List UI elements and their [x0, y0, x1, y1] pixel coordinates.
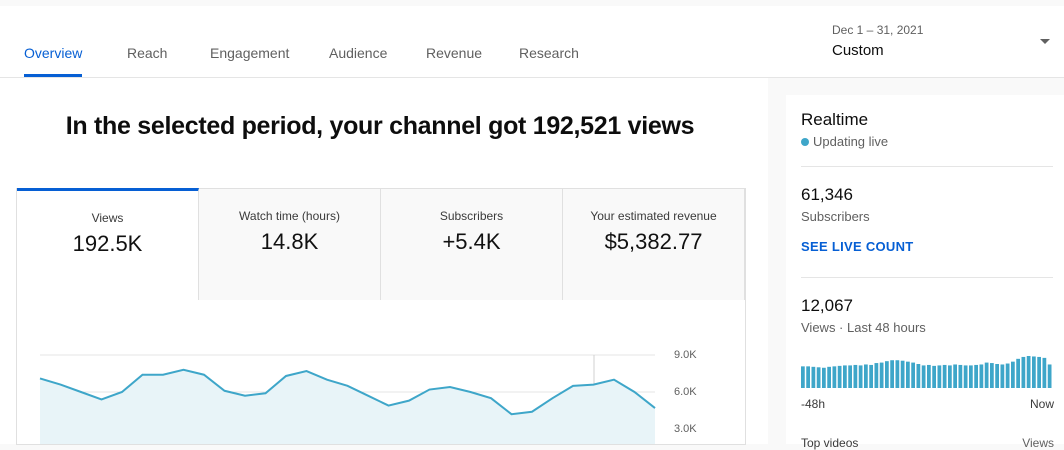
bar	[827, 366, 831, 388]
bar	[801, 366, 805, 388]
metric-card[interactable]: Watch time (hours) 14.8K	[199, 188, 381, 300]
bar	[958, 364, 963, 388]
bar	[900, 360, 905, 388]
metric-label: Subscribers	[439, 209, 504, 223]
y-tick-label: 3.0K	[674, 423, 697, 435]
bar	[1011, 361, 1015, 388]
bar	[885, 361, 889, 388]
y-tick-label: 9.0K	[674, 349, 697, 361]
live-count-link[interactable]: SEE LIVE COUNT	[801, 239, 914, 254]
bar	[869, 364, 873, 388]
x-end: Now	[1029, 397, 1054, 411]
header	[0, 6, 1064, 78]
metric-label: Your estimated revenue	[590, 209, 717, 223]
tab[interactable]: Audience	[329, 45, 388, 61]
metric-card[interactable]: Your estimated revenue $5,382.77	[563, 188, 745, 300]
bar	[1047, 364, 1052, 388]
bar	[832, 366, 837, 388]
divider	[801, 166, 1053, 167]
bar	[853, 364, 858, 388]
bar	[811, 366, 816, 388]
subscriber-label: Subscribers	[801, 209, 870, 224]
realtime-chart	[801, 356, 1052, 388]
bar	[948, 365, 952, 388]
metric-value: +5.4K	[442, 229, 501, 254]
subscriber-count: 61,346	[801, 185, 853, 204]
area	[40, 369, 655, 444]
bar	[837, 365, 842, 388]
bar	[911, 362, 915, 388]
bar	[816, 367, 821, 388]
bar	[984, 362, 989, 388]
bar	[806, 366, 810, 388]
views-count: 12,067	[801, 296, 853, 315]
bar	[843, 365, 847, 388]
bar	[974, 364, 978, 388]
bar	[879, 362, 884, 388]
bar	[921, 365, 926, 388]
bar	[890, 360, 894, 388]
bar	[942, 364, 947, 388]
metric-value: 192.5K	[72, 231, 143, 256]
bar	[969, 365, 973, 388]
date-label[interactable]: Custom	[832, 42, 884, 59]
dropdown-arrow[interactable]	[1039, 38, 1051, 46]
headline: In the selected period, your channel got…	[65, 112, 695, 140]
bar	[848, 365, 852, 388]
bar	[1000, 364, 1005, 388]
date-period[interactable]: Dec 1 – 31, 2021	[832, 23, 924, 37]
metric-label: Views	[91, 211, 124, 225]
bar	[937, 365, 942, 388]
tab[interactable]: Reach	[127, 45, 168, 61]
active-tab-indicator	[24, 74, 82, 77]
metric-card[interactable]: Views 192.5K	[17, 188, 199, 300]
live-dot	[801, 138, 809, 146]
bar	[1037, 356, 1041, 388]
bar	[906, 361, 910, 388]
tab[interactable]: Engagement	[210, 45, 290, 61]
x-start: -48h	[801, 397, 826, 411]
metric-card[interactable]: Subscribers +5.4K	[381, 188, 563, 300]
bar	[1016, 358, 1020, 388]
metric-value: $5,382.77	[604, 229, 703, 254]
bar	[1032, 356, 1036, 388]
realtime-status: Updating live	[813, 134, 889, 149]
metric-value: 14.8K	[260, 229, 319, 254]
bar	[927, 364, 931, 388]
line	[39, 368, 656, 416]
views-column: Views	[1022, 436, 1054, 450]
y-tick-label: 6.0K	[674, 386, 697, 398]
tab[interactable]: Revenue	[426, 45, 483, 61]
bar	[874, 363, 879, 388]
bar	[995, 364, 999, 388]
top-videos: Top videos	[801, 436, 859, 450]
bar	[822, 367, 826, 388]
divider	[801, 277, 1053, 278]
tab[interactable]: Overview	[24, 45, 83, 61]
metric-label: Watch time (hours)	[239, 209, 340, 223]
bar	[990, 363, 994, 388]
views-label: Views · Last 48 hours	[801, 320, 926, 335]
bar	[1021, 356, 1026, 388]
bar	[932, 365, 936, 388]
bar	[979, 364, 984, 388]
bar	[916, 364, 921, 388]
views-chart: 9.0K 6.0K 3.0K	[39, 349, 697, 444]
tab[interactable]: Research	[519, 45, 579, 61]
bar	[895, 360, 900, 388]
bar	[1005, 363, 1010, 388]
bar	[858, 365, 863, 388]
bar	[963, 365, 968, 388]
bar	[953, 364, 957, 388]
bar	[864, 364, 868, 388]
bar	[1042, 357, 1047, 388]
realtime-title: Realtime	[801, 110, 869, 129]
bar	[1026, 356, 1031, 388]
